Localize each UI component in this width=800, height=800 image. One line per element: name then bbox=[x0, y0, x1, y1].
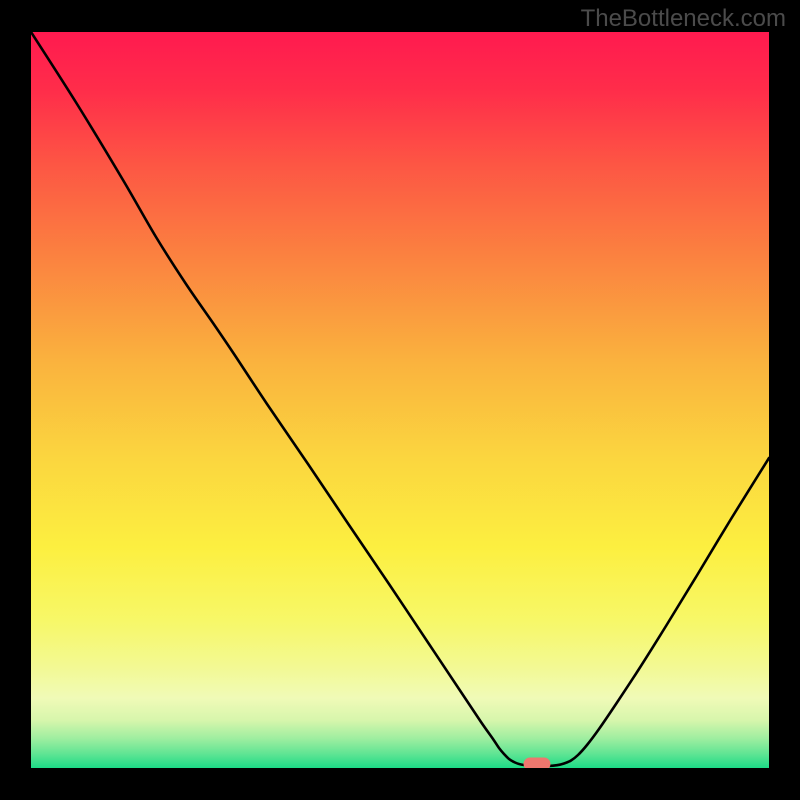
optimal-point-marker[interactable] bbox=[524, 758, 551, 769]
plot-area bbox=[31, 32, 769, 768]
watermark-text: TheBottleneck.com bbox=[581, 5, 786, 33]
bottleneck-curve bbox=[31, 32, 769, 766]
curve-layer bbox=[31, 32, 769, 768]
